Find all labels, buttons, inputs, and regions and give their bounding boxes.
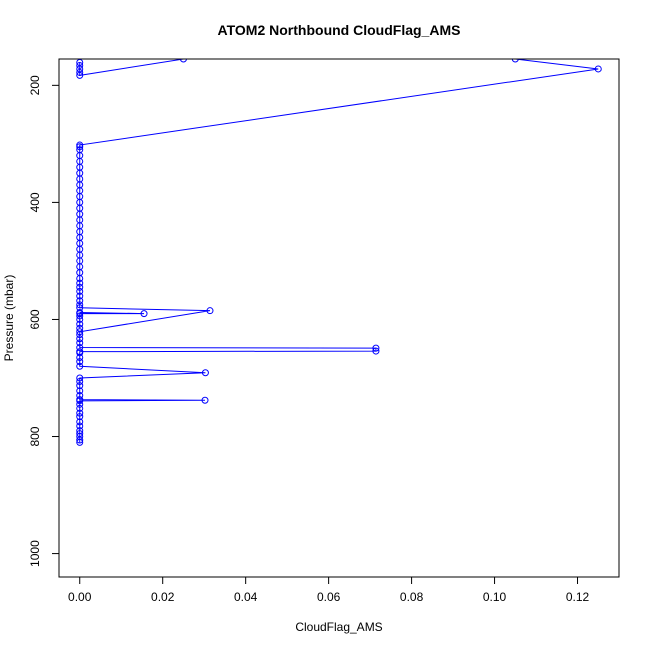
data-point bbox=[372, 347, 380, 355]
data-point bbox=[511, 59, 519, 63]
data-point bbox=[76, 378, 84, 386]
data-point bbox=[76, 335, 84, 343]
data-point bbox=[76, 382, 84, 390]
data-point bbox=[76, 324, 84, 332]
data-point bbox=[76, 396, 84, 404]
x-axis-label: CloudFlag_AMS bbox=[295, 620, 382, 634]
data-point bbox=[76, 68, 84, 76]
data-point bbox=[76, 427, 84, 435]
data-point bbox=[76, 312, 84, 320]
data-point bbox=[76, 358, 84, 366]
data-point bbox=[76, 61, 84, 69]
y-tick-label: 1000 bbox=[28, 540, 42, 567]
data-point bbox=[76, 409, 84, 417]
data-point bbox=[76, 320, 84, 328]
data-point bbox=[76, 292, 84, 300]
data-point bbox=[76, 308, 84, 316]
data-point bbox=[206, 307, 214, 315]
data-point bbox=[76, 418, 84, 426]
data-point bbox=[76, 392, 84, 400]
data-point bbox=[594, 65, 602, 73]
plot-frame bbox=[58, 58, 620, 578]
chart-title: ATOM2 Northbound CloudFlag_AMS bbox=[218, 22, 461, 38]
data-point bbox=[76, 374, 84, 382]
y-tick-label: 800 bbox=[28, 426, 42, 446]
data-point bbox=[76, 301, 84, 309]
series-line bbox=[79, 59, 599, 443]
data-point bbox=[76, 413, 84, 421]
data-point bbox=[179, 59, 187, 63]
x-tick-label: 0.10 bbox=[483, 590, 507, 604]
x-tick-label: 0.02 bbox=[151, 590, 175, 604]
data-point bbox=[201, 396, 209, 404]
data-point bbox=[76, 297, 84, 305]
data-point bbox=[76, 400, 84, 408]
data-point bbox=[76, 141, 84, 149]
x-tick-label: 0.00 bbox=[68, 590, 92, 604]
data-point bbox=[76, 287, 84, 295]
data-point bbox=[76, 339, 84, 347]
y-axis: 200 400 600 800 1000 bbox=[28, 75, 60, 567]
plot-area bbox=[76, 59, 602, 446]
data-point bbox=[76, 344, 84, 352]
data-point bbox=[76, 404, 84, 412]
data-point bbox=[76, 59, 84, 67]
x-tick-label: 0.12 bbox=[566, 590, 590, 604]
data-point bbox=[76, 430, 84, 438]
x-tick-label: 0.08 bbox=[400, 590, 424, 604]
y-tick-label: 600 bbox=[28, 309, 42, 329]
data-point bbox=[76, 328, 84, 336]
series-line bbox=[79, 311, 145, 329]
y-tick-label: 400 bbox=[28, 192, 42, 212]
x-tick-label: 0.04 bbox=[234, 590, 258, 604]
x-tick-label: 0.06 bbox=[317, 590, 341, 604]
data-point bbox=[76, 362, 84, 370]
data-point bbox=[76, 146, 84, 154]
y-axis-label: Pressure (mbar) bbox=[2, 275, 16, 362]
data-point bbox=[140, 310, 148, 318]
data-point bbox=[201, 369, 209, 377]
data-point bbox=[76, 283, 84, 291]
y-tick-label: 200 bbox=[28, 75, 42, 95]
x-axis: 0.00 0.02 0.04 0.06 0.08 0.10 0.12 bbox=[68, 576, 590, 604]
data-point bbox=[76, 279, 84, 287]
data-point bbox=[76, 348, 84, 356]
data-point bbox=[372, 344, 380, 352]
data-point bbox=[76, 387, 84, 395]
data-point bbox=[76, 422, 84, 430]
